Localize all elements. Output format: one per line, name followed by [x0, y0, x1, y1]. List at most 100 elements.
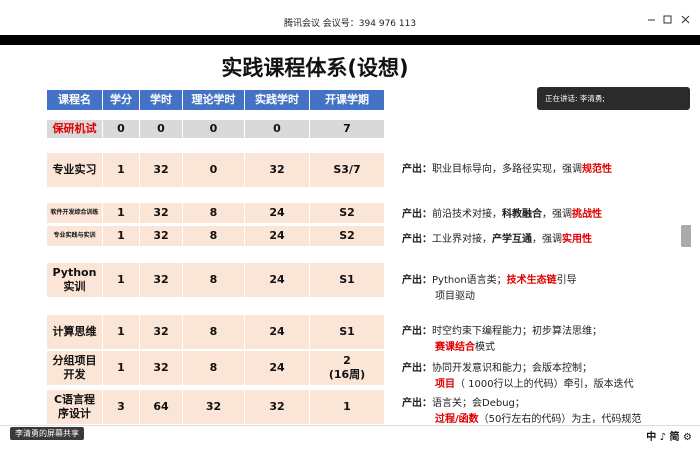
output-text: 产出：协同开发意识和能力；会版本控制； 项目（ 1000行以上的代码）牵引，版本迭… [402, 361, 634, 393]
table-cell: S2 [310, 203, 384, 223]
output-line: 赛课结合模式 [402, 340, 602, 356]
output-line: 项目驱动 [402, 289, 577, 305]
table-cell: 32 [140, 153, 182, 187]
output-segment: 时空约束下编程能力；初步算法思维； [432, 326, 602, 337]
table-cell: 24 [245, 263, 309, 297]
table-cell: 32 [140, 315, 182, 349]
output-segment: 项目驱动 [435, 291, 475, 302]
output-segment: （ 1000行以上的代码）牵引，版本迭代 [455, 379, 634, 390]
output-segment: 模式 [475, 342, 495, 353]
output-segment: 职业目标导向，多路径实现，强调 [432, 164, 582, 175]
output-line: 产出：语言关；会Debug； [402, 396, 641, 412]
output-segment: 前沿技术对接， [432, 209, 502, 220]
table-cell: 1 [103, 263, 139, 297]
output-segment: Python语言类； [432, 275, 507, 286]
output-segment: 规范性 [582, 164, 612, 175]
table-cell: S1 [310, 263, 384, 297]
window-title: 腾讯会议 会议号：394 976 113 [283, 19, 417, 29]
output-text: 产出：语言关；会Debug； 过程/函数（50行左右的代码）为主，代码规范 [402, 396, 641, 428]
output-line: 产出：时空约束下编程能力；初步算法思维； [402, 324, 602, 340]
table-cell: 32 [245, 390, 309, 424]
table-cell: 0 [183, 153, 244, 187]
header-cell: 开课学期 [310, 90, 384, 110]
output-text: 产出：职业目标导向，多路径实现，强调规范性 [402, 162, 612, 178]
output-segment: 过程/函数 [435, 414, 479, 425]
table-cell: 32 [140, 203, 182, 223]
output-line: 过程/函数（50行左右的代码）为主，代码规范 [402, 412, 641, 428]
output-text: 产出：时空约束下编程能力；初步算法思维； 赛课结合模式 [402, 324, 602, 356]
table-cell: 32 [183, 390, 244, 424]
table-cell: 1 [103, 315, 139, 349]
table-cell: 8 [183, 263, 244, 297]
table-cell: 24 [245, 351, 309, 385]
header-cell: 实践学时 [245, 90, 309, 110]
output-label: 产出： [402, 164, 432, 175]
table-cell: 0 [103, 120, 139, 138]
share-label[interactable]: 李清勇的屏幕共享 [10, 427, 84, 440]
table-cell: 计算思维 [47, 315, 102, 349]
output-label: 产出： [402, 398, 432, 409]
output-line: 产出：前沿技术对接，科教融合，强调挑战性 [402, 207, 602, 223]
output-segment: 引导 [556, 275, 577, 286]
output-label: 产出： [402, 234, 432, 245]
output-text: 产出：工业界对接，产学互通，强调实用性 [402, 232, 592, 248]
table-cell: 2 (16周) [310, 351, 384, 385]
window-controls[interactable] [644, 14, 694, 26]
table-cell: 分组项目开发 [47, 351, 102, 385]
table-cell: 保研机试 [47, 120, 102, 138]
table-cell: 专业实践与实训 [47, 226, 102, 246]
output-segment: 科教融合 [502, 209, 542, 220]
header-cell: 学分 [103, 90, 139, 110]
table-cell: 1 [310, 390, 384, 424]
table-cell: 32 [140, 351, 182, 385]
output-segment: ，强调 [542, 209, 572, 220]
table-cell: 3 [103, 390, 139, 424]
table-cell: Python实训 [47, 263, 102, 297]
table-cell: C语言程序设计 [47, 390, 102, 424]
output-line: 产出：协同开发意识和能力；会版本控制； [402, 361, 634, 377]
ime-tools[interactable]: 中 ♪ 简 ⚙ [646, 432, 692, 443]
side-toggle[interactable] [681, 225, 691, 247]
output-segment: 实用性 [562, 234, 592, 245]
output-line: 产出：Python语言类；技术生态链引导 [402, 273, 577, 289]
table-cell: 8 [183, 226, 244, 246]
header-cell: 理论学时 [183, 90, 244, 110]
table-cell: 1 [103, 351, 139, 385]
output-segment: ，强调 [532, 234, 562, 245]
table-cell: 0 [183, 120, 244, 138]
toolbar-strip [0, 35, 700, 45]
table-cell: 0 [140, 120, 182, 138]
output-line: 产出：工业界对接，产学互通，强调实用性 [402, 232, 592, 248]
table-cell: 8 [183, 203, 244, 223]
table-cell: 8 [183, 351, 244, 385]
output-segment: 挑战性 [572, 209, 602, 220]
table-cell: 7 [310, 120, 384, 138]
output-segment: 项目 [435, 379, 455, 390]
table-cell: S2 [310, 226, 384, 246]
output-label: 产出： [402, 363, 432, 374]
table-cell: 0 [245, 120, 309, 138]
output-segment: 赛课结合 [435, 342, 475, 353]
output-label: 产出： [402, 209, 432, 220]
header-cell: 课程名 [47, 90, 102, 110]
speaker-indicator: 正在讲话: 李清勇; [537, 87, 690, 110]
table-cell: S1 [310, 315, 384, 349]
status-bar [0, 425, 700, 449]
output-text: 产出：前沿技术对接，科教融合，强调挑战性 [402, 207, 602, 223]
table-cell: 8 [183, 315, 244, 349]
table-cell: 24 [245, 315, 309, 349]
table-cell: 64 [140, 390, 182, 424]
output-segment: 协同开发意识和能力；会版本控制； [432, 363, 592, 374]
title-bar: 腾讯会议 会议号：394 976 113 [0, 0, 700, 36]
table-cell: 24 [245, 226, 309, 246]
table-cell: 32 [140, 263, 182, 297]
output-label: 产出： [402, 326, 432, 337]
output-segment: 产学互通 [492, 234, 532, 245]
output-segment: 语言关；会Debug； [432, 398, 525, 409]
table-cell: 1 [103, 153, 139, 187]
output-line: 产出：职业目标导向，多路径实现，强调规范性 [402, 162, 612, 178]
header-cell: 学时 [140, 90, 182, 110]
output-text: 产出：Python语言类；技术生态链引导项目驱动 [402, 273, 577, 305]
table-cell: 软件开发综合训练 [47, 203, 102, 223]
